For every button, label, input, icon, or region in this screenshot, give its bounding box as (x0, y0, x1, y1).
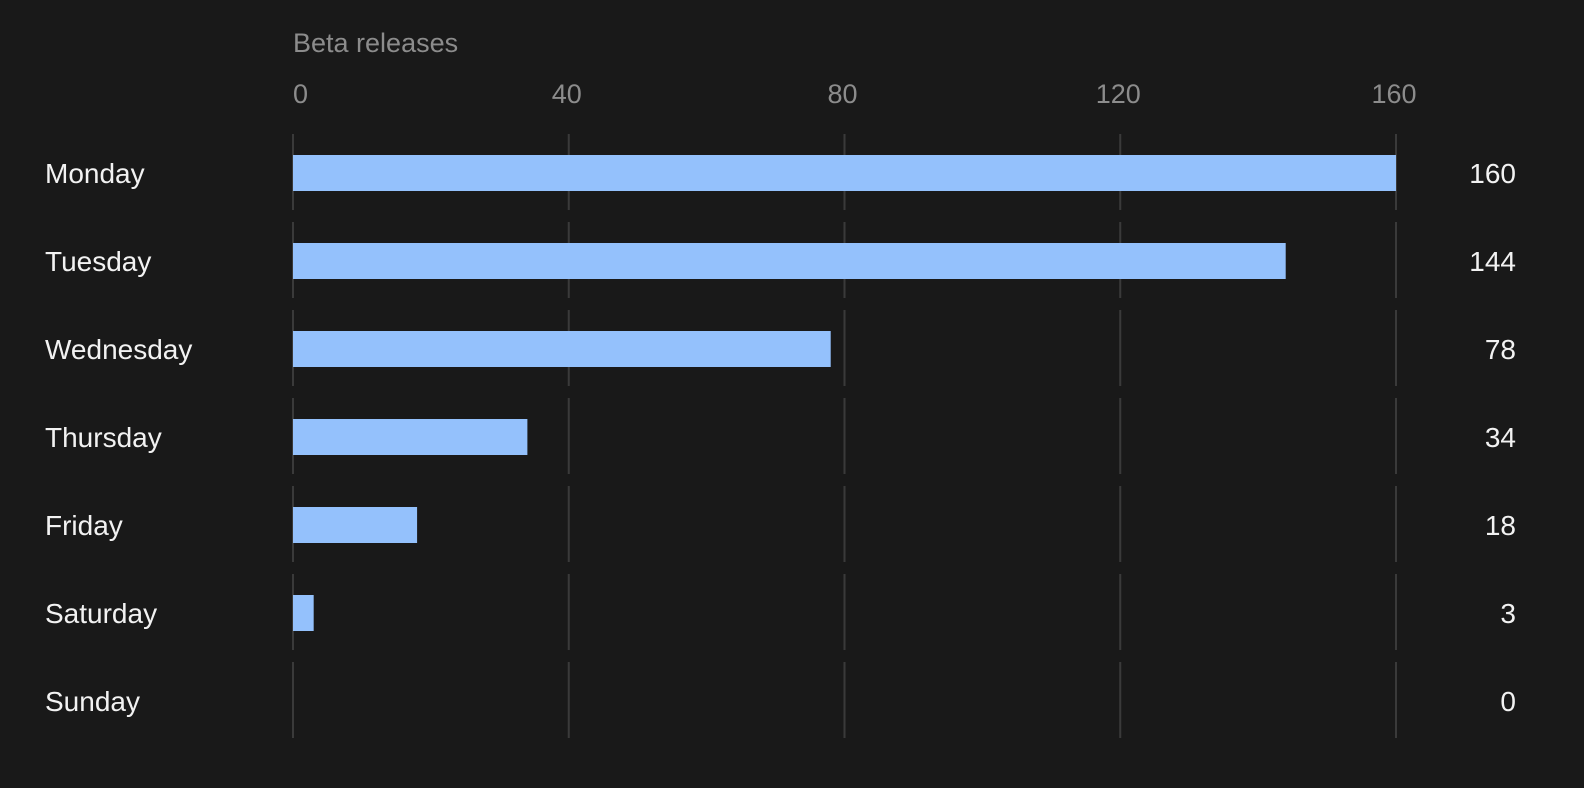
category-label: Wednesday (45, 334, 192, 365)
category-label: Tuesday (45, 246, 151, 277)
x-tick-label: 160 (1371, 79, 1416, 109)
bars (293, 155, 1396, 631)
value-label: 160 (1469, 158, 1516, 189)
category-label: Sunday (45, 686, 140, 717)
category-label: Friday (45, 510, 123, 541)
x-tick-label: 120 (1096, 79, 1141, 109)
value-labels: 160 144 78 34 18 3 0 (1469, 158, 1516, 717)
value-label: 3 (1500, 598, 1516, 629)
value-label: 78 (1485, 334, 1516, 365)
x-tick-label: 0 (293, 79, 308, 109)
bar-monday (293, 155, 1396, 191)
category-label: Saturday (45, 598, 157, 629)
value-label: 18 (1485, 510, 1516, 541)
bar-tuesday (293, 243, 1286, 279)
category-label: Monday (45, 158, 145, 189)
bar-saturday (293, 595, 314, 631)
bar-friday (293, 507, 418, 543)
category-label: Thursday (45, 422, 162, 453)
grid-lines (292, 134, 1397, 738)
category-labels: Monday Tuesday Wednesday Thursday Friday Satu… (45, 158, 192, 717)
value-label: 34 (1485, 422, 1516, 453)
x-axis-title: Beta releases (293, 28, 458, 58)
x-tick-label: 80 (827, 79, 857, 109)
value-label: 0 (1500, 686, 1516, 717)
value-label: 144 (1469, 246, 1516, 277)
bar-thursday (293, 419, 528, 455)
x-axis-ticks: 0 40 80 120 160 (293, 79, 1417, 109)
bar-wednesday (293, 331, 831, 367)
x-tick-label: 40 (552, 79, 582, 109)
